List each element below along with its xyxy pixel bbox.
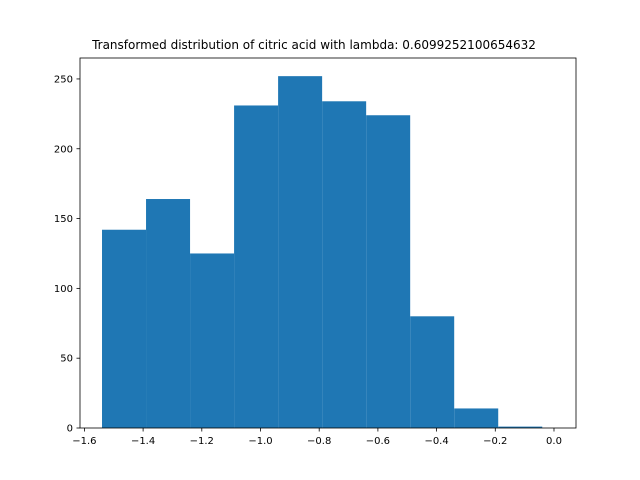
histogram-bar [234,105,279,429]
x-tick-label: −0.2 [483,436,507,447]
x-tick-label: 0.0 [546,436,562,447]
y-tick-label: 250 [54,74,73,85]
y-tick-label: 150 [54,214,73,225]
y-tick-label: 0 [67,424,73,435]
x-tick-label: −0.6 [366,436,390,447]
histogram-bar [190,253,235,428]
x-axis: −1.6 −1.4 −1.2 −1.0 −0.8 −0.6 −0.4 −0.2 0.0 [72,428,562,447]
histogram-bar [454,408,499,428]
x-tick-label: −1.2 [190,436,214,447]
y-tick-label: 100 [54,284,73,295]
x-tick-label: −0.4 [424,436,448,447]
x-tick-label: −1.4 [131,436,155,447]
x-tick-label: −0.8 [307,436,331,447]
plot-frame [79,57,577,429]
histogram-bar [278,76,323,428]
histogram-bar [366,115,411,428]
y-tick-label: 200 [54,144,73,155]
histogram-bar [102,229,147,428]
histogram-bar [146,199,191,428]
y-tick-label: 50 [60,354,73,365]
y-axis: 0 50 100 150 200 250 [54,74,80,435]
histogram-bar [498,426,543,428]
x-tick-label: −1.0 [248,436,272,447]
chart-title: Transformed distribution of citric acid … [91,38,536,52]
bars-group [102,76,543,429]
histogram-bar [322,101,367,428]
x-tick-label: −1.6 [72,436,96,447]
histogram-bar [410,316,455,428]
